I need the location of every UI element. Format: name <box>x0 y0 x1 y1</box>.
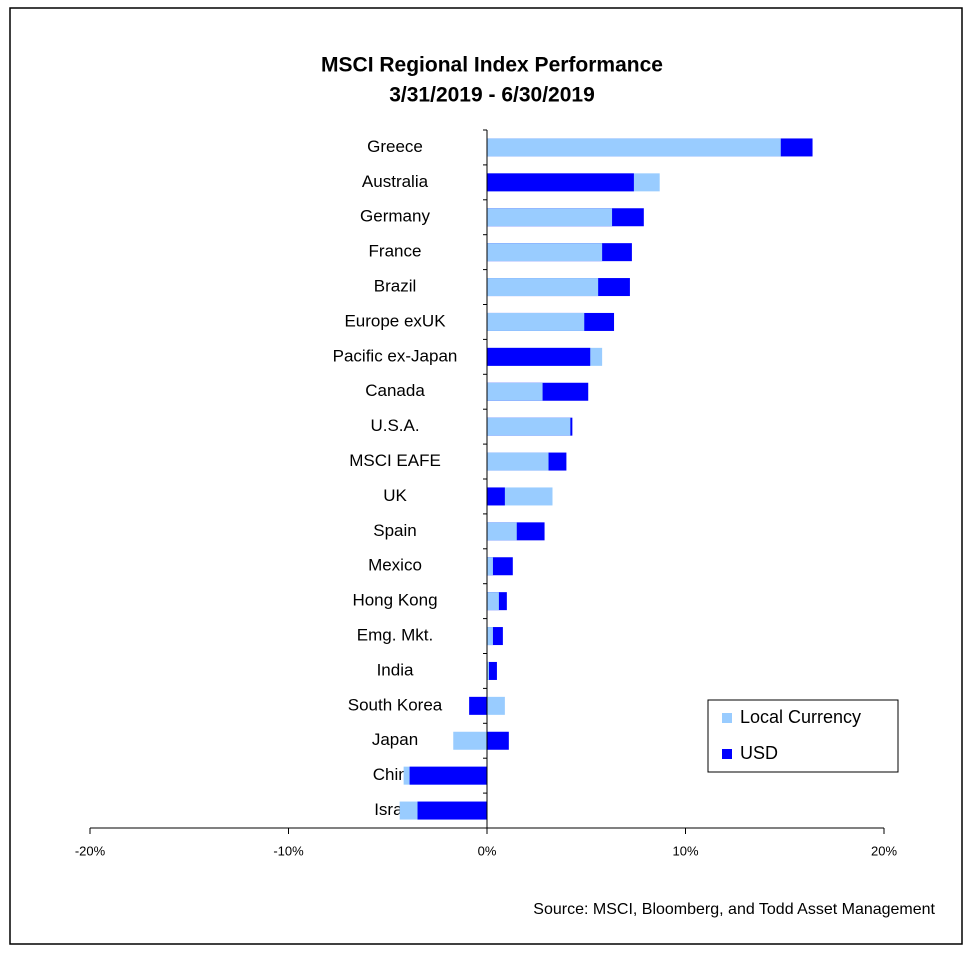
bar <box>417 801 487 820</box>
bar <box>487 592 499 611</box>
bar <box>487 557 513 576</box>
category-label: Emg. Mkt. <box>357 626 434 645</box>
legend-swatch <box>722 749 732 759</box>
bar <box>487 382 543 401</box>
bar <box>409 766 487 785</box>
category-label: UK <box>383 486 407 505</box>
bar <box>487 452 549 471</box>
legend-box <box>707 699 899 773</box>
x-tick-label: 0% <box>478 843 497 858</box>
x-tick-label: 20% <box>871 843 897 858</box>
legend-swatch <box>722 713 732 723</box>
bar <box>487 522 517 541</box>
chart-title: MSCI Regional Index Performance <box>321 54 663 77</box>
category-label: Australia <box>362 172 429 191</box>
category-label: Pacific ex-Japan <box>333 346 458 365</box>
bar <box>487 661 489 680</box>
category-label: France <box>369 242 422 261</box>
bar <box>487 661 497 680</box>
bar <box>487 312 585 331</box>
legend-label: Local Currency <box>740 707 861 727</box>
category-label: Germany <box>360 207 430 226</box>
bar <box>487 557 493 576</box>
x-tick-label: -20% <box>75 843 106 858</box>
chart-subtitle: 3/31/2019 - 6/30/2019 <box>389 84 595 107</box>
source: Source: MSCI, Bloomberg, and Todd Asset … <box>533 901 935 918</box>
bar <box>487 731 509 750</box>
category-label: MSCI EAFE <box>349 451 441 470</box>
bar <box>487 138 781 157</box>
category-label: Canada <box>365 381 425 400</box>
frame <box>9 7 963 945</box>
category-label: Brazil <box>374 277 417 296</box>
category-label: Japan <box>372 730 418 749</box>
category-label: Greece <box>367 137 423 156</box>
x-tick-label: -10% <box>273 843 304 858</box>
category-label: Europe exUK <box>344 311 446 330</box>
bar <box>487 417 571 436</box>
category-label: Hong Kong <box>352 591 437 610</box>
x-tick-label: 10% <box>672 843 698 858</box>
legend-label: USD <box>740 743 778 763</box>
bar <box>487 173 634 192</box>
category-label: Mexico <box>368 556 422 575</box>
bar <box>487 278 599 297</box>
bar <box>487 627 493 646</box>
bar <box>487 487 505 506</box>
category-label: India <box>377 660 414 679</box>
bar <box>487 347 591 366</box>
bar <box>453 731 487 750</box>
bar <box>469 696 487 715</box>
category-label: U.S.A. <box>370 416 419 435</box>
category-label: Spain <box>373 521 416 540</box>
bar <box>487 243 603 262</box>
bar <box>487 696 505 715</box>
bar <box>487 208 613 227</box>
category-label: South Korea <box>348 695 443 714</box>
